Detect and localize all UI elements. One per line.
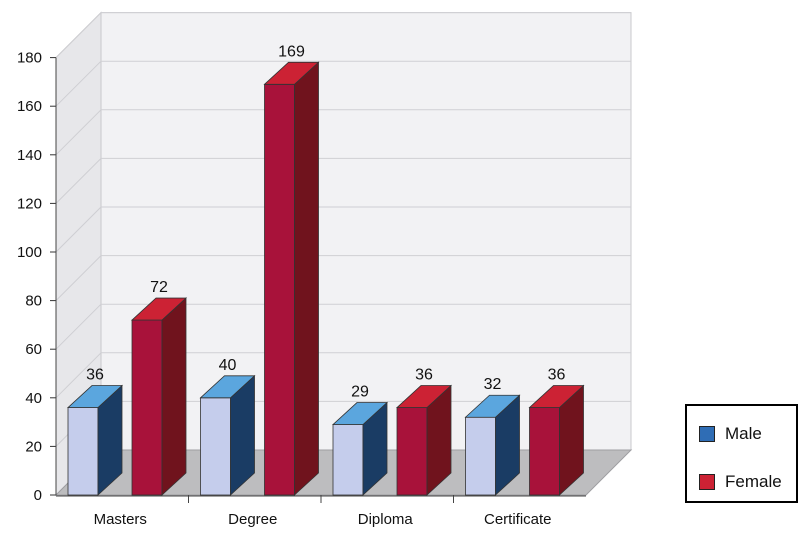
gridline-side [55,255,102,301]
y-tick-label: 140 [17,147,42,164]
bar-top [331,402,389,425]
bar-front [131,319,163,496]
y-tick-label: 160 [17,98,42,115]
legend-label-female: Female [725,472,782,491]
bar-front [396,407,428,496]
data-label: 169 [278,43,305,60]
x-tick-label: Degree [228,511,277,528]
x-tick-label: Certificate [484,511,552,528]
gridline-side [55,158,102,204]
y-tick-label: 120 [17,195,42,212]
gridline-side [55,12,102,58]
y-tick-label: 60 [25,341,42,358]
bar-side [294,61,319,496]
data-label: 29 [351,384,369,401]
legend-swatch-female [699,474,715,490]
data-label: 40 [219,357,237,374]
bar-side [161,297,187,496]
bar [130,297,188,496]
gridline-side [55,60,102,107]
gridline-side [55,109,102,156]
gridline-side [55,352,102,399]
bar-top [263,61,320,85]
y-tick-label: 180 [17,50,42,67]
legend: Male Female [685,404,798,503]
bar-front [465,416,496,496]
bar [528,384,585,496]
y-tick-label: 80 [25,293,42,310]
legend-swatch-male [699,426,715,442]
bar-front [332,424,364,496]
bar-top [528,385,585,408]
bar-front [529,407,560,496]
bar-top [199,375,256,399]
bar [199,374,256,496]
bar-top [130,297,188,321]
bar-front [264,83,295,496]
bar [66,384,124,496]
legend-item-female: Female [699,472,782,492]
bar-top [66,385,124,408]
y-tick-label: 20 [25,438,42,455]
x-tick-label: Diploma [358,511,414,528]
data-label: 72 [150,279,168,296]
bar [395,384,453,496]
y-tick-label: 100 [17,244,42,261]
bar-front [67,407,99,496]
data-label: 36 [415,367,433,384]
bar-top [395,385,453,408]
x-tick-label: Masters [94,511,147,528]
bar [263,61,320,496]
data-label: 36 [548,367,566,384]
bar-front [200,397,231,496]
y-tick-label: 40 [25,390,42,407]
gridline-side [55,303,102,350]
legend-label-male: Male [725,424,762,443]
bar [331,401,389,496]
bar [464,394,521,496]
legend-item-male: Male [699,424,762,444]
gridline-side [55,206,102,253]
bar-top [464,394,521,418]
data-label: 36 [86,367,104,384]
data-label: 32 [484,376,502,393]
y-tick-label: 0 [34,487,42,504]
